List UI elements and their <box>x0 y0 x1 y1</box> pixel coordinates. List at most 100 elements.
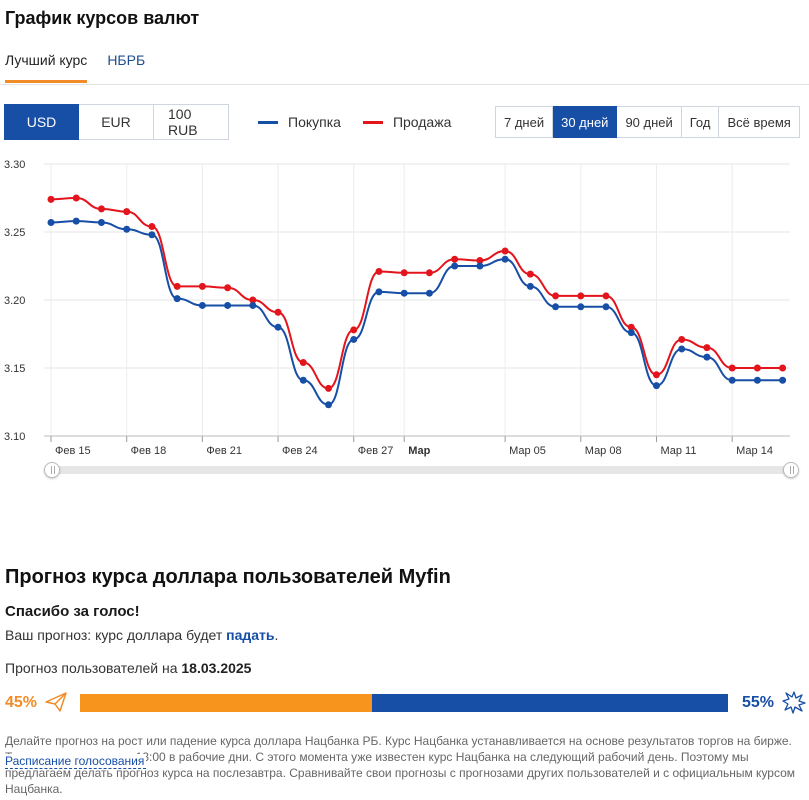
users-forecast: Прогноз пользователей на 18.03.2025 <box>5 660 251 676</box>
tab-nbrb[interactable]: НБРБ <box>107 52 146 68</box>
your-forecast: Ваш прогноз: курс доллара будет падать. <box>5 627 278 643</box>
x-tick-label: Фев 21 <box>206 445 242 457</box>
data-point-sell <box>97 205 105 213</box>
y-tick-label: 3.30 <box>4 159 25 171</box>
data-point-sell <box>753 364 761 372</box>
legend-buy[interactable]: Покупка <box>258 114 341 130</box>
x-tick-label: Мар 14 <box>736 445 773 457</box>
data-point-buy <box>375 288 383 296</box>
data-point-sell <box>425 269 433 277</box>
data-point-sell <box>224 284 232 292</box>
data-point-sell <box>198 282 206 290</box>
data-point-sell <box>552 292 560 300</box>
data-point-sell <box>627 323 635 331</box>
data-point-sell <box>173 282 181 290</box>
data-point-sell <box>325 384 333 392</box>
data-point-sell <box>526 270 534 278</box>
data-point-buy <box>779 376 787 384</box>
currency-selector: USD EUR 100 RUB <box>4 104 229 140</box>
exchange-rate-chart[interactable]: 3.10 3.15 3.20 3.25 3.30 Фев 15 Фев 18 Фев 21 Фе… <box>0 150 809 460</box>
data-point-buy <box>425 289 433 297</box>
x-tick-label: Фев 15 <box>55 445 91 457</box>
forecast-title: Прогноз курса доллара пользователей Myfi… <box>5 566 451 588</box>
data-point-buy <box>198 301 206 309</box>
data-point-buy <box>753 376 761 384</box>
data-point-buy <box>627 329 635 337</box>
data-point-buy <box>72 217 80 225</box>
data-point-sell <box>299 359 307 367</box>
currency-eur-button[interactable]: EUR <box>79 104 154 140</box>
data-point-sell <box>678 335 686 343</box>
period-year-button[interactable]: Год <box>681 106 720 138</box>
data-point-buy <box>249 301 257 309</box>
data-point-buy <box>678 345 686 353</box>
legend-sell-label: Продажа <box>392 114 452 130</box>
slider-track[interactable] <box>52 466 791 474</box>
your-forecast-suffix: . <box>274 627 279 643</box>
x-tick-label: Фев 18 <box>131 445 167 457</box>
period-30-days-button[interactable]: 30 дней <box>553 106 618 138</box>
data-point-sell <box>602 292 610 300</box>
chart-legend: Покупка Продажа <box>258 104 473 140</box>
legend-sell[interactable]: Продажа <box>362 114 452 130</box>
period-all-time-button[interactable]: Всё время <box>719 106 800 138</box>
data-point-buy <box>602 303 610 311</box>
voting-schedule-link[interactable]: Расписание голосования <box>5 754 147 769</box>
tab-best-rate[interactable]: Лучший курс <box>5 52 88 83</box>
data-point-sell <box>148 223 156 231</box>
period-7-days-button[interactable]: 7 дней <box>495 106 554 138</box>
data-point-buy <box>501 255 509 263</box>
currency-usd-button[interactable]: USD <box>4 104 79 140</box>
data-point-buy <box>148 231 156 239</box>
forecast-disclaimer: Делайте прогноз на рост или падение курс… <box>5 734 796 796</box>
data-point-sell <box>652 371 660 379</box>
users-forecast-date: 18.03.2025 <box>181 660 252 676</box>
data-point-buy <box>123 225 131 233</box>
x-tick-label: Мар 08 <box>585 445 622 457</box>
data-point-sell <box>274 308 282 316</box>
data-point-buy <box>47 218 55 226</box>
slider-right-handle[interactable] <box>783 462 799 478</box>
data-point-sell <box>72 194 80 202</box>
vote-thanks: Спасибо за голос! <box>5 603 140 620</box>
data-point-sell <box>350 326 358 334</box>
series-line-buy <box>50 220 783 406</box>
data-point-buy <box>173 295 181 303</box>
y-tick-label: 3.15 <box>4 363 25 375</box>
page-title: График курсов валют <box>5 8 200 28</box>
slider-left-handle[interactable] <box>44 462 60 478</box>
y-tick-label: 3.10 <box>4 431 25 443</box>
data-point-buy <box>526 282 534 290</box>
paper-plane-icon <box>45 692 67 712</box>
data-point-sell <box>728 364 736 372</box>
data-point-buy <box>97 218 105 226</box>
x-tick-label: Фев 24 <box>282 445 318 457</box>
currency-rub-button[interactable]: 100 RUB <box>154 104 229 140</box>
period-90-days-button[interactable]: 90 дней <box>617 106 682 138</box>
period-selector: 7 дней 30 дней 90 дней Год Всё время <box>495 106 800 138</box>
data-point-sell <box>47 195 55 203</box>
your-forecast-prefix: Ваш прогноз: курс доллара будет <box>5 627 223 643</box>
forecast-down-percent: 55% <box>742 694 775 711</box>
x-tick-label: Мар 11 <box>660 445 696 457</box>
legend-buy-swatch <box>258 120 278 124</box>
x-tick-label: Фев 27 <box>358 445 394 457</box>
your-forecast-value: падать <box>226 627 275 643</box>
data-point-buy <box>552 303 560 311</box>
data-point-buy <box>325 401 333 409</box>
legend-buy-label: Покупка <box>288 114 341 130</box>
data-point-buy <box>224 301 232 309</box>
data-point-buy <box>400 289 408 297</box>
data-point-sell <box>451 255 459 263</box>
data-point-buy <box>652 382 660 390</box>
data-point-sell <box>249 296 257 304</box>
data-point-buy <box>274 323 282 331</box>
forecast-bar-up <box>80 694 372 712</box>
x-tick-label: Мар <box>408 445 430 457</box>
rate-source-tabs: Лучший курс НБРБ <box>5 52 165 83</box>
users-forecast-prefix: Прогноз пользователей на <box>5 660 178 676</box>
chart-range-slider[interactable] <box>44 462 799 478</box>
data-point-sell <box>779 364 787 372</box>
data-point-sell <box>375 267 383 275</box>
data-point-buy <box>728 376 736 384</box>
